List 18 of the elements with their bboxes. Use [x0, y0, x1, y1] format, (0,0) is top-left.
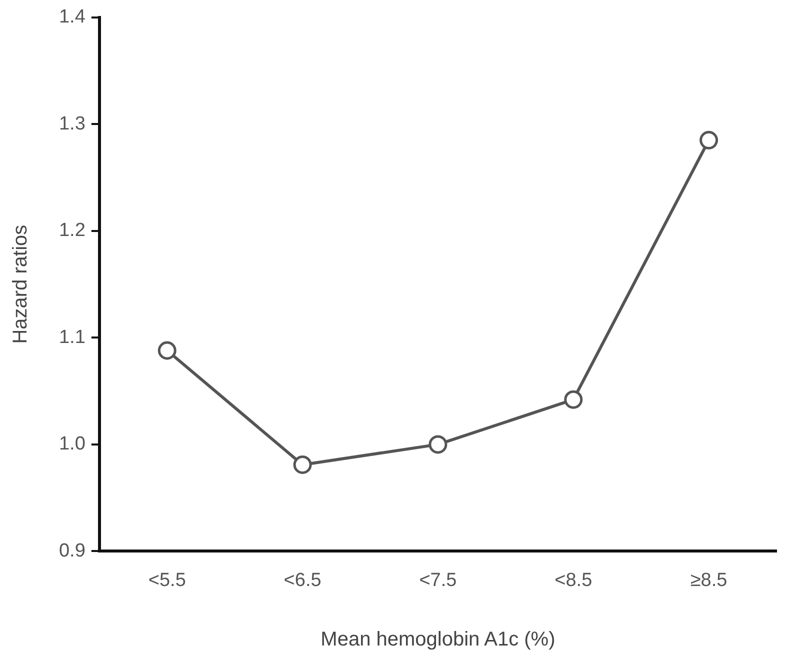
- point: [428, 435, 448, 454]
- y-tick-label: 0.9: [58, 540, 86, 562]
- y-tick-label: 1.4: [58, 6, 86, 28]
- y-tick-label: 1.2: [58, 220, 86, 242]
- y-tick-label: 1.1: [58, 326, 86, 348]
- x-axis-title: Mean hemoglobin A1c (%): [320, 628, 556, 651]
- x-tick-label: ≥8.5: [690, 570, 728, 591]
- y-tick-label: 1.0: [58, 434, 86, 455]
- point: [293, 455, 312, 474]
- point: [158, 341, 176, 360]
- x-tick-label: <7.5: [419, 570, 457, 591]
- x-tick-label: <6.5: [284, 570, 322, 591]
- y-axis-title: Hazard ratios: [10, 224, 32, 344]
- point: [700, 130, 718, 150]
- point: [564, 390, 583, 409]
- x-tick-label: <5.5: [148, 570, 186, 591]
- y-tick-label: 1.3: [58, 113, 86, 134]
- x-tick-label: <8.5: [554, 570, 592, 591]
